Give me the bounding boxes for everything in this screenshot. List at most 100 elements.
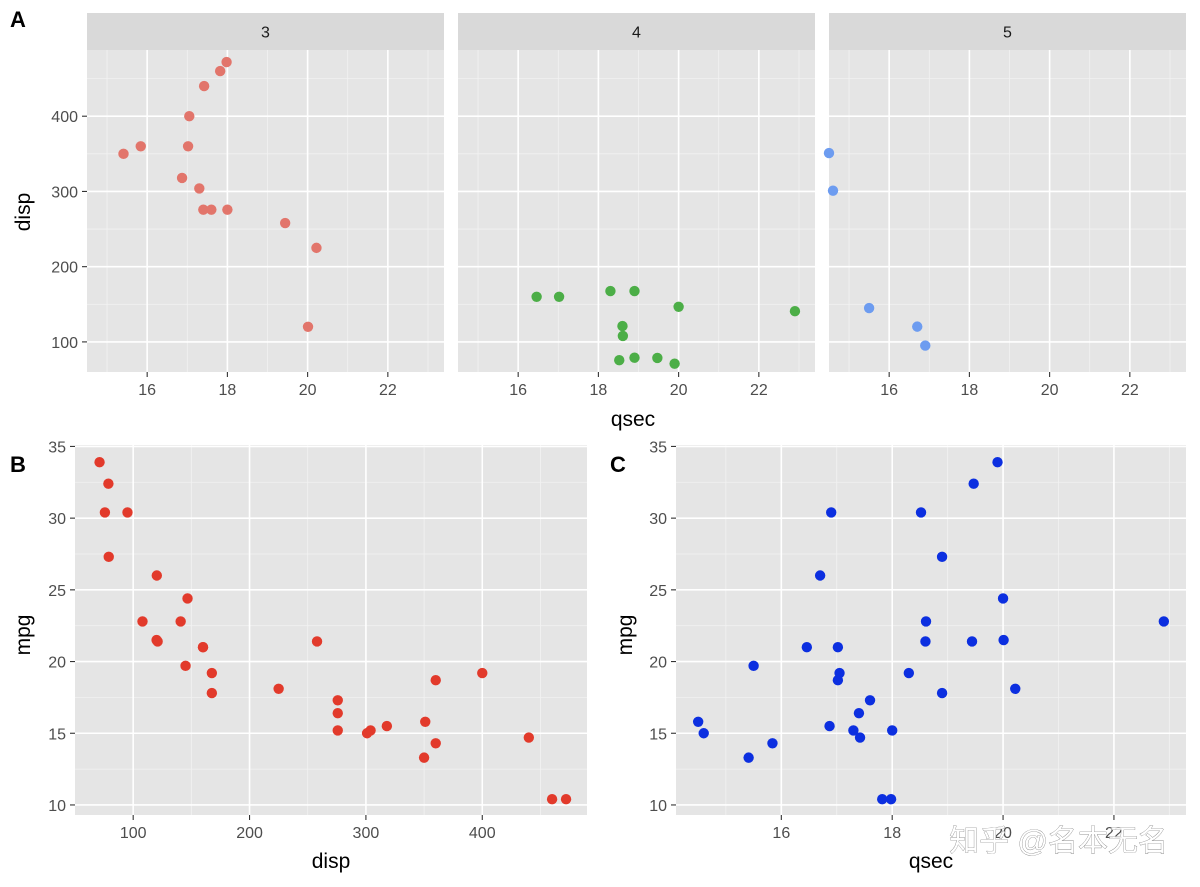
panel-b-point bbox=[175, 616, 186, 627]
panel-a-xlabel: qsec bbox=[611, 408, 655, 431]
panel-c-point bbox=[826, 507, 837, 518]
tag-a: A bbox=[10, 7, 26, 32]
panel-c-point bbox=[832, 642, 844, 653]
panel-a-facet-4-x-tick-label: 18 bbox=[589, 382, 607, 399]
panel-c-x-tick-label: 16 bbox=[772, 825, 790, 842]
panel-c-point bbox=[853, 707, 865, 719]
panel-b-point bbox=[420, 716, 431, 727]
panel-c-point bbox=[864, 695, 876, 706]
panel-a-facet-3-y-tick-label: 400 bbox=[51, 109, 78, 126]
panel-b-point bbox=[206, 667, 218, 679]
panel-a-facet-3-x-tick-label: 16 bbox=[138, 382, 156, 399]
panel-b-point bbox=[418, 752, 430, 763]
panel-a-facet-4-x-tick-label: 16 bbox=[509, 382, 527, 399]
panel-b-y-tick-label: 10 bbox=[48, 798, 66, 815]
panel-a-facet-4-point bbox=[617, 320, 628, 332]
panel-a-facet-4-strip-label: 4 bbox=[632, 25, 641, 42]
panel-b-point bbox=[103, 551, 114, 563]
panel-a-facet-5-x-tick-label: 16 bbox=[880, 382, 898, 399]
panel-a-facet-3-y-tick-label: 200 bbox=[51, 260, 78, 277]
panel-a-facet-4-strip bbox=[458, 13, 815, 50]
panel-b-x-tick-label: 200 bbox=[236, 825, 263, 842]
panel-a-facet-4-point bbox=[605, 285, 616, 297]
panel-c-point bbox=[966, 636, 978, 647]
panel-c-point bbox=[992, 457, 1003, 468]
panel-c-point bbox=[915, 507, 927, 518]
panel-a-facet-4-x-tick-label: 20 bbox=[670, 382, 688, 399]
panel-a-facet-4-x-tick-label: 22 bbox=[750, 382, 768, 399]
panel-a-facet-4-point bbox=[652, 352, 663, 364]
panel-a-facet-5-background bbox=[829, 50, 1186, 372]
panel-a-facet-4-point bbox=[629, 352, 640, 363]
panel-a-facet-3-point bbox=[214, 65, 226, 77]
panel-a-facet-5-x-tick-label: 18 bbox=[960, 382, 978, 399]
panel-b-y-tick-label: 30 bbox=[48, 511, 66, 528]
panel-c-point bbox=[748, 660, 759, 672]
panel-b-point bbox=[546, 794, 558, 805]
panel-a-facet-3-x-tick-label: 22 bbox=[379, 382, 397, 399]
panel-a-facet-3-y-tick-label: 300 bbox=[51, 184, 78, 201]
panel-b: B 100 200 300 400 10 15 20 25 30 35 disp mpg bbox=[10, 439, 587, 873]
panel-b-point bbox=[311, 636, 323, 647]
panel-b-point bbox=[182, 593, 193, 604]
panel-b-y-tick-label: 35 bbox=[48, 439, 66, 456]
panel-c: C 16 18 20 22 10 15 20 25 30 35 qsec mpg bbox=[610, 439, 1186, 873]
panel-b-point bbox=[477, 667, 488, 679]
panel-c-point bbox=[834, 667, 845, 679]
panel-b-point bbox=[206, 687, 218, 699]
panel-b-point bbox=[560, 794, 572, 805]
panel-c-y-tick-label: 15 bbox=[649, 726, 667, 743]
panel-b-x-tick-label: 400 bbox=[469, 825, 496, 842]
panel-c-point bbox=[1010, 683, 1021, 694]
panel-c-point bbox=[936, 551, 948, 563]
panel-c-point bbox=[801, 642, 813, 653]
panel-c-y-tick-label: 20 bbox=[649, 655, 667, 672]
watermark: 知乎 @名本无名 bbox=[949, 825, 1168, 858]
panel-a-facet-3-background bbox=[87, 50, 444, 372]
panel-c-plot: 16 18 20 22 10 15 20 25 30 35 bbox=[649, 439, 1186, 842]
panel-b-ylabel: mpg bbox=[12, 615, 35, 656]
panel-b-point bbox=[151, 570, 163, 581]
panel-b-xlabel: disp bbox=[312, 850, 351, 873]
panel-a-facet-5-point bbox=[823, 147, 835, 159]
panel-c-point bbox=[903, 667, 915, 679]
panel-a-facet-4-point bbox=[673, 301, 684, 312]
panel-b-x-tick-label: 300 bbox=[353, 825, 380, 842]
panel-a-facet-5-x-tick-label: 22 bbox=[1121, 382, 1139, 399]
panel-c-point bbox=[1158, 616, 1170, 627]
panel-c-point bbox=[767, 738, 778, 749]
panel-c-point bbox=[936, 687, 948, 699]
panel-a-facet-4-background bbox=[458, 50, 815, 372]
panel-c-point bbox=[692, 716, 704, 727]
panel-c-x-tick-label: 20 bbox=[994, 825, 1012, 842]
panel-b-point bbox=[180, 660, 191, 672]
panel-b-point bbox=[197, 642, 209, 653]
panel-a-facet-5-point bbox=[912, 321, 923, 332]
panel-a-facet-3-x-tick-label: 20 bbox=[299, 382, 317, 399]
panel-a-facet-4-point bbox=[531, 291, 542, 302]
panel-c-point bbox=[814, 570, 826, 581]
tag-c: C bbox=[610, 452, 626, 477]
panel-b-point bbox=[152, 636, 163, 647]
panel-b-plot: 100 200 300 400 10 15 20 25 30 35 bbox=[48, 439, 587, 842]
panel-b-point bbox=[122, 507, 133, 518]
panel-b-y-tick-label: 20 bbox=[48, 655, 66, 672]
panel-c-point bbox=[877, 794, 888, 805]
panel-c-y-tick-label: 30 bbox=[649, 511, 667, 528]
panel-c-point bbox=[920, 636, 931, 647]
panel-a-facet-3-point bbox=[176, 172, 188, 184]
panel-a-facet-3-point bbox=[198, 80, 210, 92]
panel-a-facet-4-point bbox=[553, 291, 565, 302]
panel-a-plots: 16 18 20 22 100 200 300 400 3 16 18 20 22 4 16 18 20 22 5 bbox=[51, 13, 1186, 399]
panel-c-x-tick-label: 18 bbox=[883, 825, 901, 842]
panel-c-y-tick-label: 10 bbox=[649, 798, 667, 815]
panel-a-facet-3-point bbox=[311, 242, 322, 254]
panel-c-point bbox=[848, 725, 859, 736]
panel-c-point bbox=[854, 732, 866, 743]
panel-c-point bbox=[968, 478, 979, 489]
panel-c-point bbox=[743, 752, 754, 763]
panel-b-background bbox=[75, 445, 587, 815]
panel-b-y-tick-label: 25 bbox=[48, 583, 66, 600]
panel-a-facet-3-point bbox=[198, 204, 209, 215]
panel-b-point bbox=[332, 725, 343, 736]
